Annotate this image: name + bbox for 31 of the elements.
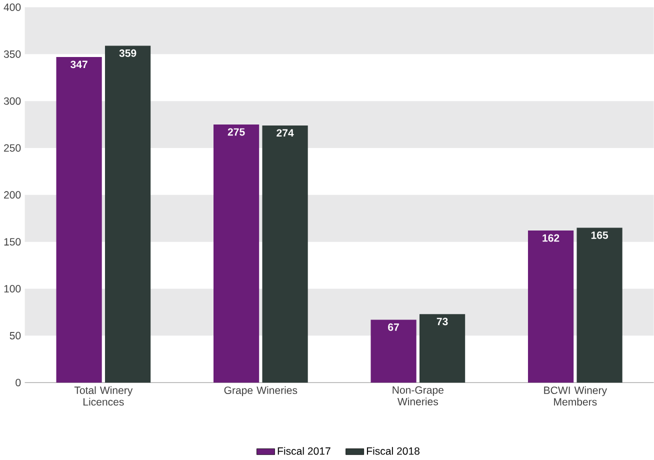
bar xyxy=(370,319,416,382)
bar xyxy=(576,228,622,382)
y-tick-label: 100 xyxy=(4,284,21,292)
bar xyxy=(56,56,102,382)
legend-label: Fiscal 2017 xyxy=(278,446,330,455)
y-tick-label: 150 xyxy=(4,238,21,246)
bar xyxy=(105,45,151,382)
legend-label: Fiscal 2018 xyxy=(366,446,420,455)
y-tick-label: 400 xyxy=(4,3,21,11)
x-tick-label: Grape Wineries xyxy=(224,386,298,396)
data-label: 162 xyxy=(542,234,560,242)
y-tick-label: 50 xyxy=(10,332,21,340)
y-tick-label: 0 xyxy=(16,378,21,386)
data-label: 67 xyxy=(388,323,399,331)
data-label: 347 xyxy=(70,60,88,68)
data-label: 359 xyxy=(119,49,136,57)
y-tick-label: 350 xyxy=(4,50,21,58)
y-tick-label: 250 xyxy=(4,144,21,152)
data-label: 73 xyxy=(436,318,448,326)
x-tick-label: Total Winery Licences xyxy=(74,386,133,406)
y-tick-label: 200 xyxy=(4,190,21,198)
bar xyxy=(262,125,308,382)
data-label: 274 xyxy=(276,128,294,136)
bar xyxy=(214,124,260,382)
x-tick-label: Non-Grape Wineries xyxy=(392,386,444,406)
x-tick-label: BCWI Winery Members xyxy=(544,386,608,406)
y-tick-label: 300 xyxy=(4,97,21,105)
data-label: 275 xyxy=(228,128,245,136)
bar xyxy=(528,230,574,382)
bar xyxy=(419,314,466,382)
data-label: 165 xyxy=(591,231,608,239)
